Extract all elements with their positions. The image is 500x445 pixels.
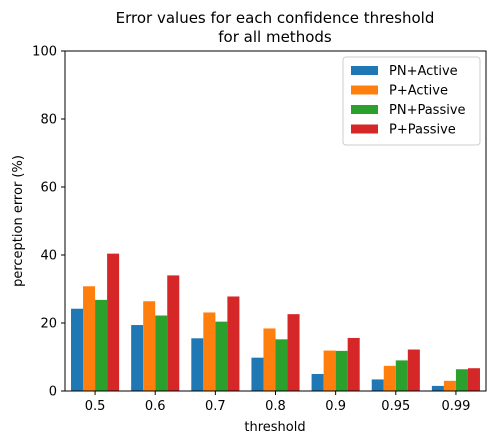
bar-p-passive-0.8 xyxy=(287,314,300,391)
bar-p-passive-0.99 xyxy=(467,368,480,391)
y-tick-label: 80 xyxy=(40,113,57,128)
plot-area: 0 20 40 60 80 100 0.5 0.6 0.7 0.8 0.9 0.95 0.99 xyxy=(32,45,487,414)
bar-p-passive-0.9 xyxy=(347,337,360,391)
legend: PN+Active P+Active PN+Passive P+Passive xyxy=(342,56,481,146)
bar-pn-active-0.95 xyxy=(371,379,384,391)
x-tick-label: 0.8 xyxy=(265,399,286,414)
x-tick-label: 0.95 xyxy=(381,399,410,414)
y-axis-label: perception error (%) xyxy=(11,155,26,287)
bar-p-active-0.95 xyxy=(383,365,396,391)
x-tick-label: 0.5 xyxy=(85,399,106,414)
bar-p-passive-0.6 xyxy=(167,275,180,391)
bar-p-passive-0.95 xyxy=(407,349,420,391)
legend-label: P+Active xyxy=(389,84,448,99)
legend-swatch xyxy=(351,85,378,95)
bar-pn-passive-0.99 xyxy=(455,369,468,391)
legend-label: PN+Active xyxy=(389,64,458,79)
y-tick-label: 40 xyxy=(40,249,57,264)
x-tick-label: 0.99 xyxy=(441,399,470,414)
x-tick-label: 0.7 xyxy=(205,399,226,414)
bar-pn-passive-0.8 xyxy=(275,339,288,391)
bar-pn-passive-0.95 xyxy=(395,360,408,391)
chart-title-line-2: for all methods xyxy=(218,28,332,46)
bar-pn-active-0.5 xyxy=(71,308,84,391)
bar-pn-active-0.7 xyxy=(191,338,204,391)
bar-pn-active-0.9 xyxy=(311,374,324,391)
legend-swatch xyxy=(351,105,378,114)
x-axis-label: threshold xyxy=(244,420,305,435)
bar-pn-active-0.6 xyxy=(131,325,144,391)
bar-p-active-0.99 xyxy=(443,380,456,391)
y-tick-label: 60 xyxy=(40,181,57,196)
legend-label: P+Passive xyxy=(389,123,456,138)
bar-p-active-0.9 xyxy=(323,350,336,391)
bar-pn-passive-0.7 xyxy=(215,321,228,391)
x-tick-label: 0.9 xyxy=(325,399,346,414)
y-tick-label: 100 xyxy=(32,45,57,60)
chart-title-line-1: Error values for each confidence thresho… xyxy=(116,9,435,27)
bar-p-active-0.5 xyxy=(83,286,96,391)
legend-swatch xyxy=(351,66,378,75)
bar-pn-passive-0.6 xyxy=(155,315,168,391)
bar-pn-active-0.8 xyxy=(251,357,264,391)
bar-pn-passive-0.9 xyxy=(335,350,348,391)
x-tick-label: 0.6 xyxy=(145,399,166,414)
bar-p-active-0.7 xyxy=(203,312,216,391)
legend-label: PN+Passive xyxy=(389,103,466,118)
bar-pn-passive-0.5 xyxy=(95,299,108,391)
legend-swatch xyxy=(351,124,378,134)
bar-p-active-0.8 xyxy=(263,328,276,391)
legend-box xyxy=(342,56,481,146)
bar-p-passive-0.7 xyxy=(227,296,240,391)
bar-pn-active-0.99 xyxy=(431,385,444,391)
bar-p-active-0.6 xyxy=(143,301,156,391)
bar-p-passive-0.5 xyxy=(107,253,120,391)
y-tick-label: 0 xyxy=(49,385,57,400)
y-tick-label: 20 xyxy=(40,317,57,332)
